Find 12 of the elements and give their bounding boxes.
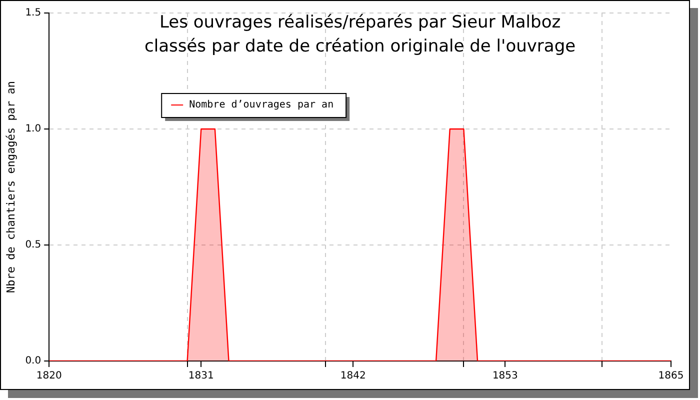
x-tick-label: 1853: [492, 370, 518, 382]
x-tick-label: 1842: [340, 370, 366, 382]
x-tick-label: 1865: [658, 370, 684, 382]
legend-label: Nombre d’ouvrages par an: [189, 100, 334, 111]
y-tick-label: 1.5: [25, 8, 42, 19]
y-tick-label: 1.0: [25, 124, 42, 135]
y-axis-title: Nbre de chantiers engagés par an: [4, 81, 18, 293]
y-tick-label: 0.5: [25, 240, 42, 251]
y-tick-label: 0.0: [25, 356, 42, 367]
x-tick-label: 1820: [36, 370, 62, 382]
text: Les ouvrages réalisés/réparés par Sieur Malboz classés par date de création originale de l'ouvrage: [144, 12, 576, 56]
x-tick-label: 1831: [188, 370, 214, 382]
